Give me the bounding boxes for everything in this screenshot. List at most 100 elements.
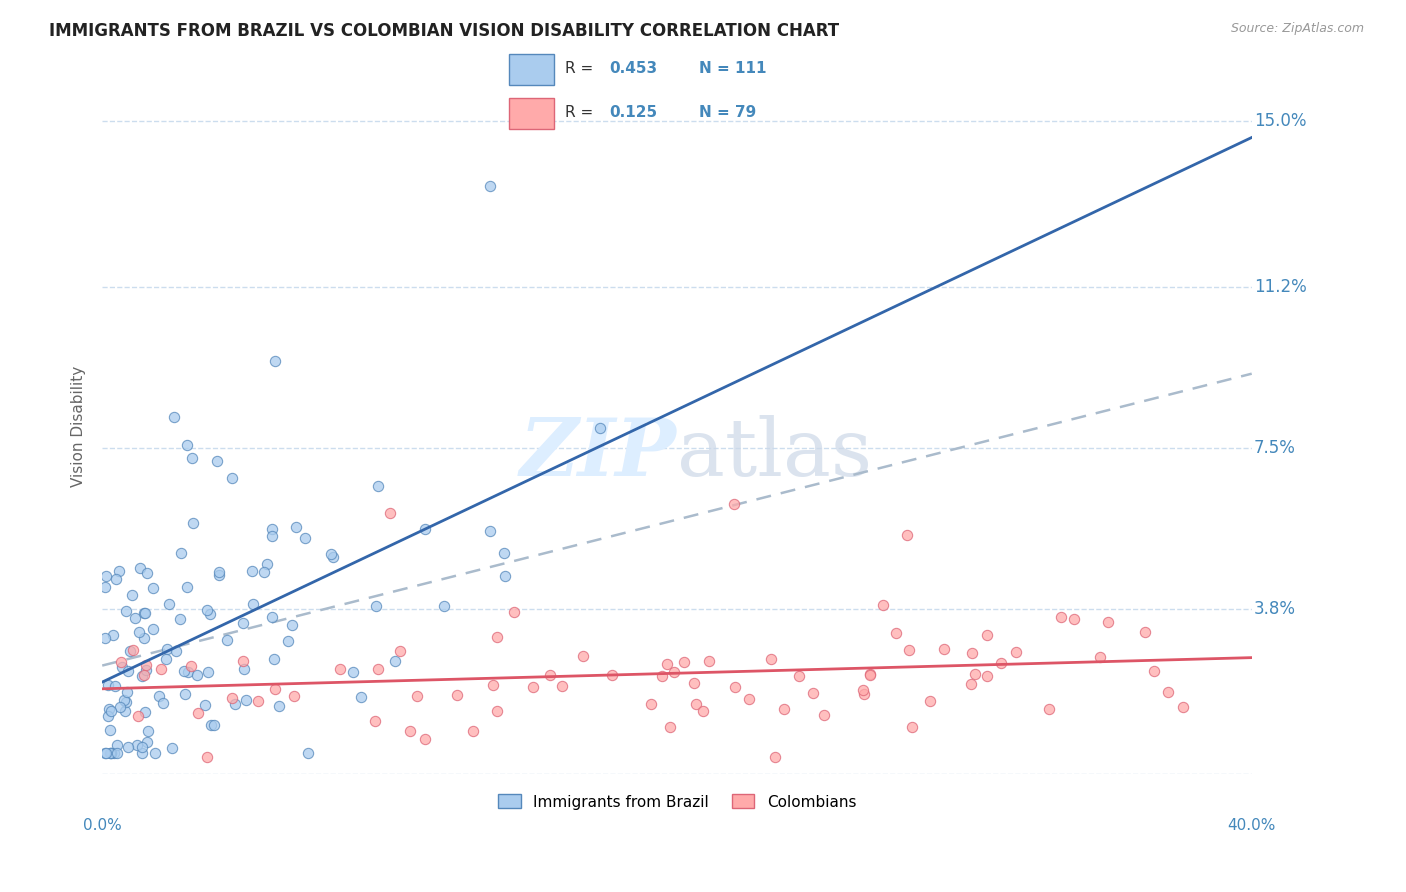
Point: [872, 599, 894, 613]
Point: [125, 738, 148, 752]
Point: [486, 704, 509, 718]
Point: [136, 734, 159, 748]
Point: [481, 677, 503, 691]
FancyBboxPatch shape: [509, 98, 554, 129]
Point: [187, 706, 209, 721]
Point: [364, 599, 387, 613]
Point: [186, 667, 208, 681]
Point: [389, 644, 412, 658]
Point: [129, 560, 152, 574]
Point: [170, 546, 193, 560]
Point: [692, 704, 714, 718]
Text: 3.8%: 3.8%: [1254, 600, 1296, 618]
Point: [932, 641, 955, 656]
Point: [859, 667, 882, 681]
Point: [262, 522, 284, 536]
Point: [683, 676, 706, 690]
Point: [232, 615, 254, 630]
Point: [763, 750, 786, 764]
Point: [232, 662, 254, 676]
Text: 0.453: 0.453: [609, 62, 658, 77]
Point: [224, 697, 246, 711]
Point: [350, 690, 373, 704]
Text: R =: R =: [565, 62, 603, 77]
Point: [98, 723, 121, 737]
Point: [378, 506, 401, 520]
Point: [108, 565, 131, 579]
Point: [976, 668, 998, 682]
Point: [94, 746, 117, 760]
Text: 11.2%: 11.2%: [1254, 277, 1306, 295]
Point: [221, 691, 243, 706]
Point: [697, 653, 720, 667]
Point: [852, 682, 875, 697]
Point: [651, 669, 673, 683]
Point: [131, 668, 153, 682]
Point: [1142, 665, 1164, 679]
Point: [143, 746, 166, 760]
Point: [761, 652, 783, 666]
Point: [124, 611, 146, 625]
Point: [367, 479, 389, 493]
Point: [160, 741, 183, 756]
Point: [853, 687, 876, 701]
Text: R =: R =: [565, 105, 603, 120]
Point: [176, 437, 198, 451]
Point: [105, 738, 128, 752]
Point: [134, 705, 156, 719]
Point: [240, 564, 263, 578]
Point: [138, 723, 160, 738]
Point: [281, 617, 304, 632]
Point: [217, 632, 239, 647]
Text: N = 111: N = 111: [699, 62, 766, 77]
Point: [329, 662, 352, 676]
Point: [896, 528, 918, 542]
Point: [131, 739, 153, 754]
Point: [884, 626, 907, 640]
Y-axis label: Vision Disability: Vision Disability: [72, 366, 86, 486]
Point: [485, 630, 508, 644]
Point: [135, 658, 157, 673]
Point: [207, 565, 229, 579]
Point: [990, 656, 1012, 670]
Point: [150, 662, 173, 676]
Point: [260, 529, 283, 543]
Point: [132, 606, 155, 620]
Point: [136, 566, 159, 580]
Point: [572, 649, 595, 664]
Point: [117, 739, 139, 754]
Point: [242, 597, 264, 611]
Point: [181, 516, 204, 531]
Text: N = 79: N = 79: [699, 105, 756, 120]
Point: [253, 566, 276, 580]
Text: ZIP: ZIP: [520, 415, 676, 492]
Point: [901, 721, 924, 735]
Point: [98, 746, 121, 760]
Point: [540, 667, 562, 681]
Point: [813, 707, 835, 722]
Point: [1004, 644, 1026, 658]
Point: [112, 693, 135, 707]
Point: [155, 651, 177, 665]
Point: [960, 677, 983, 691]
Text: atlas: atlas: [676, 415, 872, 493]
Point: [1038, 702, 1060, 716]
Point: [657, 657, 679, 672]
Point: [494, 569, 516, 583]
Point: [148, 690, 170, 704]
Text: 40.0%: 40.0%: [1227, 818, 1275, 833]
Point: [152, 696, 174, 710]
Point: [98, 702, 121, 716]
Text: 0.125: 0.125: [609, 105, 658, 120]
Point: [406, 689, 429, 703]
Point: [111, 660, 134, 674]
Point: [157, 598, 180, 612]
Point: [197, 665, 219, 680]
Point: [174, 687, 197, 701]
Point: [94, 580, 117, 594]
Point: [319, 547, 342, 561]
Point: [117, 664, 139, 678]
Point: [177, 665, 200, 679]
Point: [384, 654, 406, 668]
Point: [176, 580, 198, 594]
